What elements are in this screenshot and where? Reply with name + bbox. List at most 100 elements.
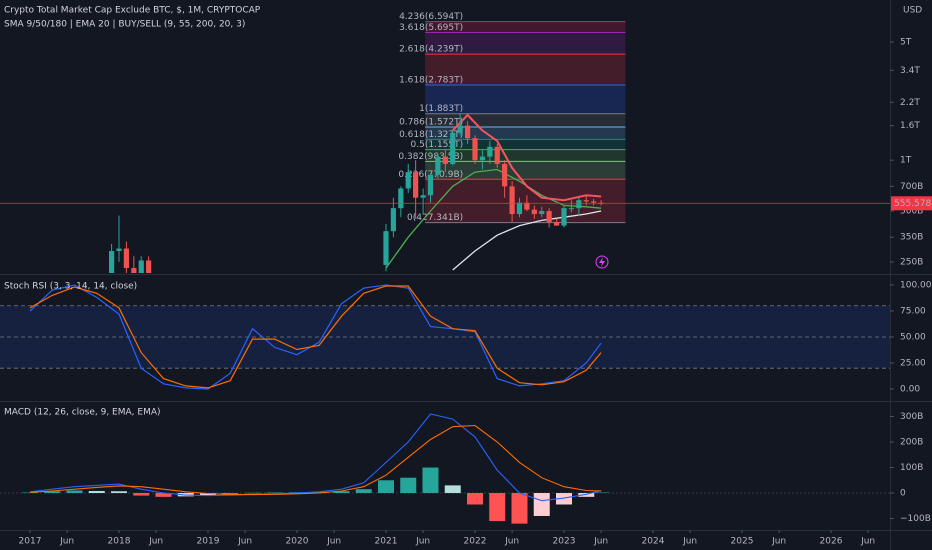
- x-tick-label: Jun: [771, 537, 786, 547]
- y-tick-label: 1T: [900, 156, 912, 166]
- chart-title: Crypto Total Market Cap Exclude BTC, $, …: [4, 6, 261, 16]
- x-tick-label: 2020: [286, 537, 309, 547]
- y-tick-label: 200B: [900, 438, 923, 448]
- macd-histogram-bar: [578, 493, 595, 497]
- candle-body: [472, 138, 478, 161]
- y-tick-label: 25.00: [900, 358, 926, 368]
- x-tick-label: Jun: [593, 537, 608, 547]
- macd-histogram-bar: [533, 493, 550, 516]
- candle-body: [583, 200, 589, 202]
- candle-body: [123, 248, 129, 269]
- macd-histogram-bar: [155, 493, 172, 497]
- macd-histogram-bar: [333, 491, 350, 494]
- macd-pane: [0, 413, 890, 524]
- fib-label: 4.236(6.594T): [399, 12, 463, 22]
- macd-histogram-bar: [355, 489, 372, 494]
- x-tick-label: 2017: [19, 537, 42, 547]
- macd-title: MACD (12, 26, close, 9, EMA, EMA): [4, 408, 161, 418]
- fib-label: 0(427.341B): [407, 213, 463, 223]
- candle-body: [576, 200, 582, 209]
- chart-subtitle: SMA 9/50/180 | EMA 20 | BUY/SELL (9, 55,…: [4, 20, 245, 30]
- fib-label: 3.618(5.695T): [399, 23, 463, 33]
- candle-body: [427, 174, 434, 196]
- candle-body: [146, 260, 152, 273]
- macd-histogram-bar: [66, 490, 83, 494]
- stoch-line: [29, 285, 602, 389]
- stoch-title: Stoch RSI (3, 3, 14, 14, close): [4, 282, 137, 292]
- candle-body: [502, 163, 508, 187]
- ma-line: [451, 113, 602, 202]
- overlay: Crypto Total Market Cap Exclude BTC, $, …: [4, 6, 932, 547]
- candle-body: [138, 260, 144, 273]
- fib-zone: [425, 54, 626, 86]
- fib-label: 0.618(1.327T): [399, 130, 463, 140]
- macd-histogram-bar: [244, 492, 261, 494]
- y-tick-label: 5T: [900, 38, 912, 48]
- candle-body: [465, 125, 471, 139]
- y-tick-label: 350B: [900, 233, 923, 243]
- candle-body: [383, 231, 389, 265]
- candle-body: [450, 132, 456, 164]
- candle-body: [109, 251, 115, 273]
- y-tick-label: −100B: [900, 514, 931, 524]
- fib-label: 2.618(4.239T): [399, 45, 463, 55]
- currency-label: USD: [903, 6, 922, 16]
- candle-body: [494, 146, 500, 164]
- macd-histogram-bar: [489, 493, 506, 522]
- main-pane: 4.236(6.594T)3.618(5.695T) 2.618(4.239T) 1…: [0, 12, 890, 273]
- last-price-box: [891, 196, 932, 211]
- macd-histogram-bar: [555, 493, 572, 505]
- fib-label: 0.786(1.572T): [399, 117, 463, 127]
- stoch-pane: [0, 284, 890, 390]
- x-tick-label: 2023: [553, 537, 576, 547]
- candle-body: [591, 201, 597, 203]
- y-tick-label: 700B: [900, 182, 923, 192]
- macd-histogram-bar: [88, 490, 105, 494]
- x-tick-label: Jun: [148, 537, 163, 547]
- y-tick-label: 500B: [900, 207, 923, 217]
- fib-label: 1.618(2.783T): [399, 76, 463, 86]
- x-tick-label: Jun: [415, 537, 430, 547]
- ma-line: [452, 210, 602, 271]
- x-tick-label: Jun: [237, 537, 252, 547]
- macd-histogram-bar: [222, 493, 239, 494]
- candle-body: [435, 156, 441, 175]
- y-tick-label: 2.2T: [900, 98, 920, 108]
- macd-histogram-bar: [444, 485, 461, 494]
- y-tick-label: 0: [900, 489, 906, 499]
- candle-body: [561, 208, 567, 226]
- x-tick-label: 2018: [108, 537, 131, 547]
- fib-zone: [425, 32, 626, 55]
- x-tick-label: 2019: [197, 537, 220, 547]
- candle-body: [479, 156, 485, 161]
- y-tick-label: 1.6T: [900, 121, 920, 131]
- x-tick-label: Jun: [682, 537, 697, 547]
- macd-histogram-bar: [593, 492, 610, 494]
- candle-body: [546, 211, 552, 223]
- y-tick-label: 100B: [900, 463, 923, 473]
- y-tick-label: 300B: [900, 412, 923, 422]
- alert-icon[interactable]: [595, 255, 609, 269]
- macd-histogram-bar: [466, 493, 483, 505]
- fib-zone: [425, 161, 626, 180]
- macd-histogram-bar: [511, 493, 528, 524]
- x-tick-label: Jun: [59, 537, 74, 547]
- macd-histogram-bar: [400, 477, 417, 494]
- macd-line: [29, 424, 602, 496]
- candle-body: [398, 188, 404, 209]
- candle-body: [524, 202, 530, 210]
- candle-body: [442, 156, 448, 164]
- y-tick-label: 100.00: [900, 280, 932, 290]
- fib-zone: [425, 139, 626, 150]
- x-tick-label: Jun: [504, 537, 519, 547]
- candle-body: [568, 208, 574, 210]
- fib-zone: [425, 21, 626, 33]
- candle-body: [554, 222, 560, 226]
- macd-histogram-bar: [44, 491, 61, 494]
- y-tick-label: 250B: [900, 257, 923, 267]
- macd-histogram-bar: [21, 492, 38, 494]
- candle-body: [420, 195, 426, 198]
- y-tick-label: 75.00: [900, 306, 926, 316]
